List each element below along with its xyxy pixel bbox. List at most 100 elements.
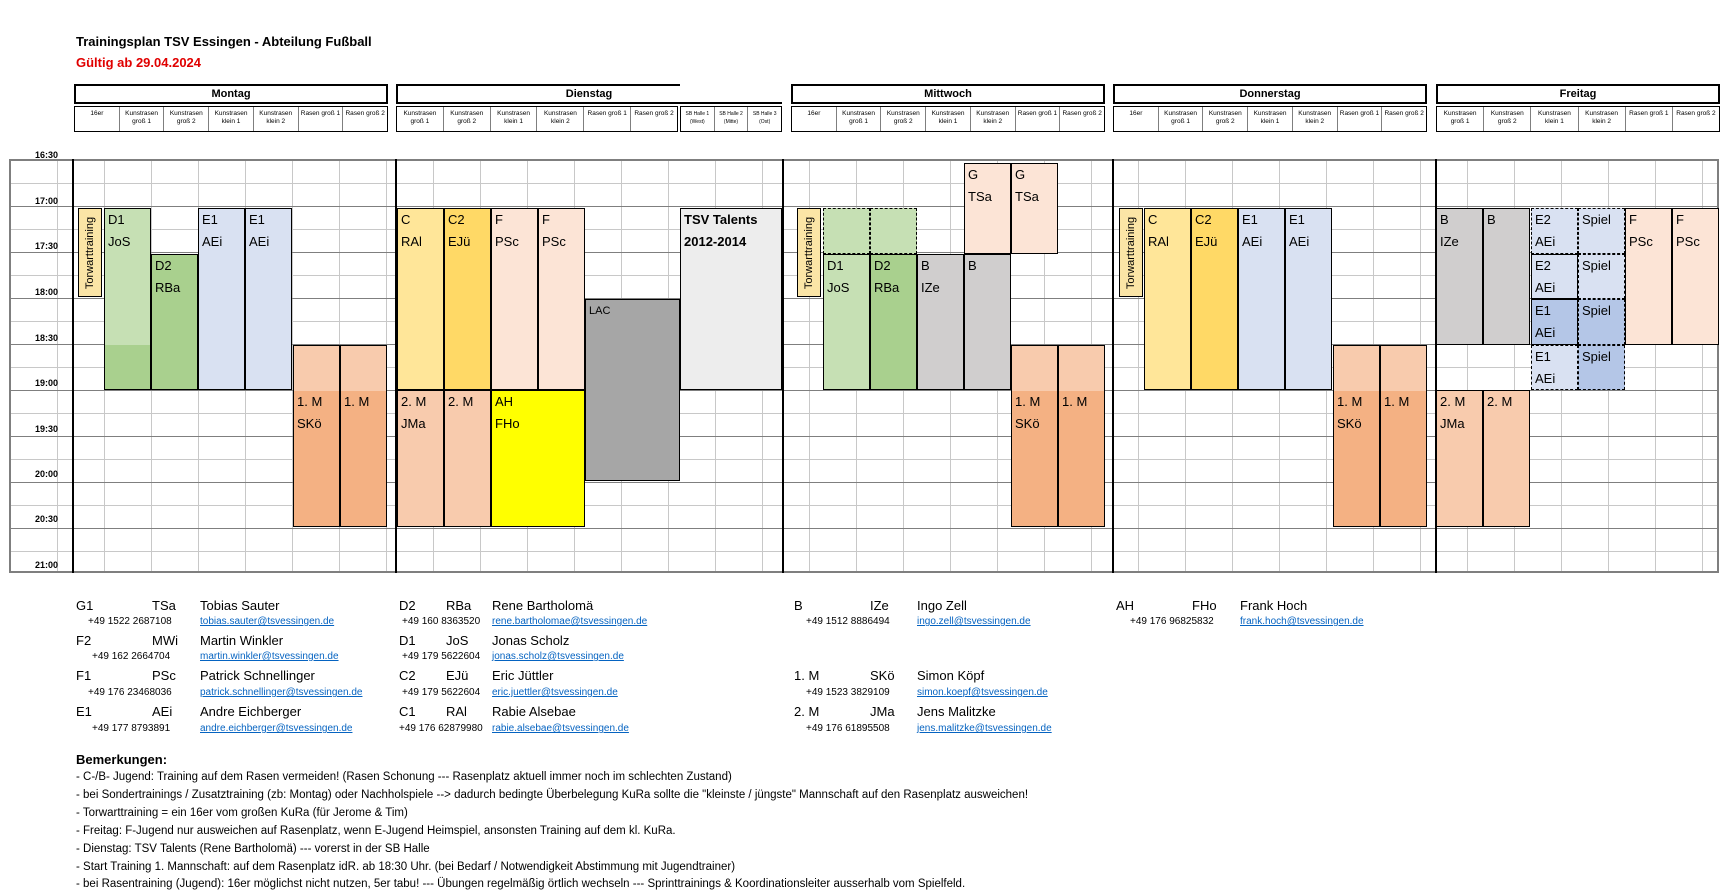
col-header: Kunstrasen groß 1 <box>1437 107 1485 131</box>
schedule-block: F PSc <box>491 208 538 390</box>
contact-phone: +49 1512 8886494 <box>806 616 890 627</box>
schedule-block: F PSc <box>538 208 585 390</box>
contact-team: E1 <box>76 704 92 719</box>
contact-email-link[interactable]: simon.koepf@tsvessingen.de <box>917 687 1048 698</box>
contact-email-link[interactable]: rabie.alsebae@tsvessingen.de <box>492 723 629 734</box>
contact-abbr: MWi <box>152 633 178 648</box>
block-team: D2 <box>874 258 891 273</box>
block-team: 1. M <box>1015 394 1041 409</box>
block-coach: AEi <box>1289 234 1310 249</box>
schedule-block: 2. M JMa <box>397 390 444 527</box>
contact-team: F1 <box>76 668 92 683</box>
contact-name: Simon Köpf <box>917 668 985 683</box>
block-coach: RBa <box>874 280 900 295</box>
col-header: Rasen groß 1 <box>1626 107 1673 131</box>
contact-email-link[interactable]: rene.bartholomae@tsvessingen.de <box>492 616 648 627</box>
schedule-block-talents: TSV Talents 2012-2014 <box>680 208 782 390</box>
contact-email-link[interactable]: tobias.sauter@tsvessingen.de <box>200 616 335 627</box>
subheader-montag: 16er Kunstrasen groß 1 Kunstrasen groß 2… <box>74 106 388 132</box>
schedule-block: F PSc <box>1625 208 1672 345</box>
col-header: Rasen groß 2 <box>1062 110 1102 117</box>
block-team: B <box>921 258 930 273</box>
time-label: 17:30 <box>34 241 58 251</box>
block-coach: RBa <box>155 280 181 295</box>
contact-email-link[interactable]: martin.winkler@tsvessingen.de <box>200 651 339 662</box>
block-coach: SKö <box>1015 416 1040 431</box>
col-header: Kunstrasen groß 1 <box>1159 107 1204 131</box>
schedule-block: 1. M <box>1380 345 1427 527</box>
col-header: Kunstrasen klein 2 <box>971 107 1016 131</box>
schedule-block: E1 AEi <box>1285 208 1332 390</box>
block-team: G <box>968 167 979 182</box>
time-label: 19:00 <box>34 378 58 388</box>
block-team: E1 <box>1535 349 1551 364</box>
col-header: Rasen groß 2 <box>1676 110 1716 117</box>
col-header: Rasen groß 1 <box>1338 107 1383 131</box>
contact-email-link[interactable]: eric.juettler@tsvessingen.de <box>492 687 618 698</box>
time-label: 21:00 <box>34 560 58 570</box>
block-team: E1 <box>202 212 218 227</box>
block-coach: PSc <box>495 234 519 249</box>
col-header: Kunstrasen klein 2 <box>254 107 299 131</box>
time-label: 18:30 <box>34 333 58 343</box>
contact-name: Jonas Scholz <box>492 633 570 648</box>
subheader-mittwoch: 16er Kunstrasen groß 1 Kunstrasen groß 2… <box>791 106 1105 132</box>
schedule-block: F PSc <box>1672 208 1719 345</box>
block-team: 1. M <box>1384 394 1410 409</box>
block-team: E2 <box>1535 258 1551 273</box>
block-coach: JMa <box>401 416 426 431</box>
block-coach: JoS <box>827 280 850 295</box>
schedule-block: Spiel <box>1578 208 1625 254</box>
block-team: 2. M <box>1440 394 1466 409</box>
block-team: G <box>1015 167 1026 182</box>
remark-line: - bei Sondertrainings / Zusatztraining (… <box>76 789 1029 801</box>
block-coach: AEi <box>202 234 223 249</box>
block-coach: TSa <box>968 189 992 204</box>
contact-name: Frank Hoch <box>1240 598 1308 613</box>
col-header: Kunstrasen groß 2 <box>1484 107 1532 131</box>
block-coach: AEi <box>1535 280 1556 295</box>
contact-email-link[interactable]: andre.eichberger@tsvessingen.de <box>200 723 353 734</box>
col-header: Kunstrasen klein 1 <box>926 107 971 131</box>
block-coach: JoS <box>108 234 131 249</box>
page-title: Trainingsplan TSV Essingen - Abteilung F… <box>76 34 372 49</box>
time-label: 20:30 <box>34 514 58 524</box>
contact-email-link[interactable]: patrick.schnellinger@tsvessingen.de <box>200 687 363 698</box>
schedule-block: C2 EJü <box>1191 208 1238 390</box>
contact-abbr: FHo <box>1192 598 1217 613</box>
col-header: Kunstrasen klein 1 <box>209 107 254 131</box>
contact-team: 2. M <box>794 704 820 719</box>
schedule-block: D2 RBa <box>870 254 917 390</box>
col-header: SB Halle 1 (West) <box>681 107 715 131</box>
block-team: F <box>495 212 503 227</box>
contact-phone: +49 179 5622604 <box>402 687 481 698</box>
block-team: E2 <box>1535 212 1551 227</box>
day-separator <box>72 159 74 573</box>
contact-email-link[interactable]: ingo.zell@tsvessingen.de <box>917 616 1031 627</box>
schedule-block: E2 AEi <box>1531 254 1578 299</box>
block-team: Spiel <box>1582 212 1611 227</box>
col-header: Rasen groß 2 <box>1384 110 1424 117</box>
contact-name: Jens Malitzke <box>917 704 996 719</box>
block-team: TSV Talents <box>684 212 758 227</box>
contact-email-link[interactable]: frank.hoch@tsvessingen.de <box>1240 616 1364 627</box>
contact-team: D1 <box>399 633 416 648</box>
schedule-block: E2 AEi <box>1531 208 1578 254</box>
block-coach: PSc <box>542 234 566 249</box>
contact-email-link[interactable]: jonas.scholz@tsvessingen.de <box>492 651 624 662</box>
schedule-block: C RAl <box>397 208 444 390</box>
col-header: Kunstrasen groß 2 <box>444 107 491 131</box>
schedule-block: B <box>964 254 1011 390</box>
schedule-block: E1 AEi <box>1238 208 1285 390</box>
contact-phone: +49 1523 3829109 <box>806 687 890 698</box>
time-label: 17:00 <box>34 196 58 206</box>
contact-abbr: EJü <box>446 668 469 683</box>
contact-email-link[interactable]: jens.malitzke@tsvessingen.de <box>917 723 1052 734</box>
block-coach: JMa <box>1440 416 1465 431</box>
day-separator <box>782 159 784 573</box>
col-header: Kunstrasen groß 1 <box>120 107 165 131</box>
block-team: AH <box>495 394 514 409</box>
contact-team: D2 <box>399 598 416 613</box>
contact-name: Andre Eichberger <box>200 704 302 719</box>
schedule-block: B IZe <box>1436 208 1483 345</box>
